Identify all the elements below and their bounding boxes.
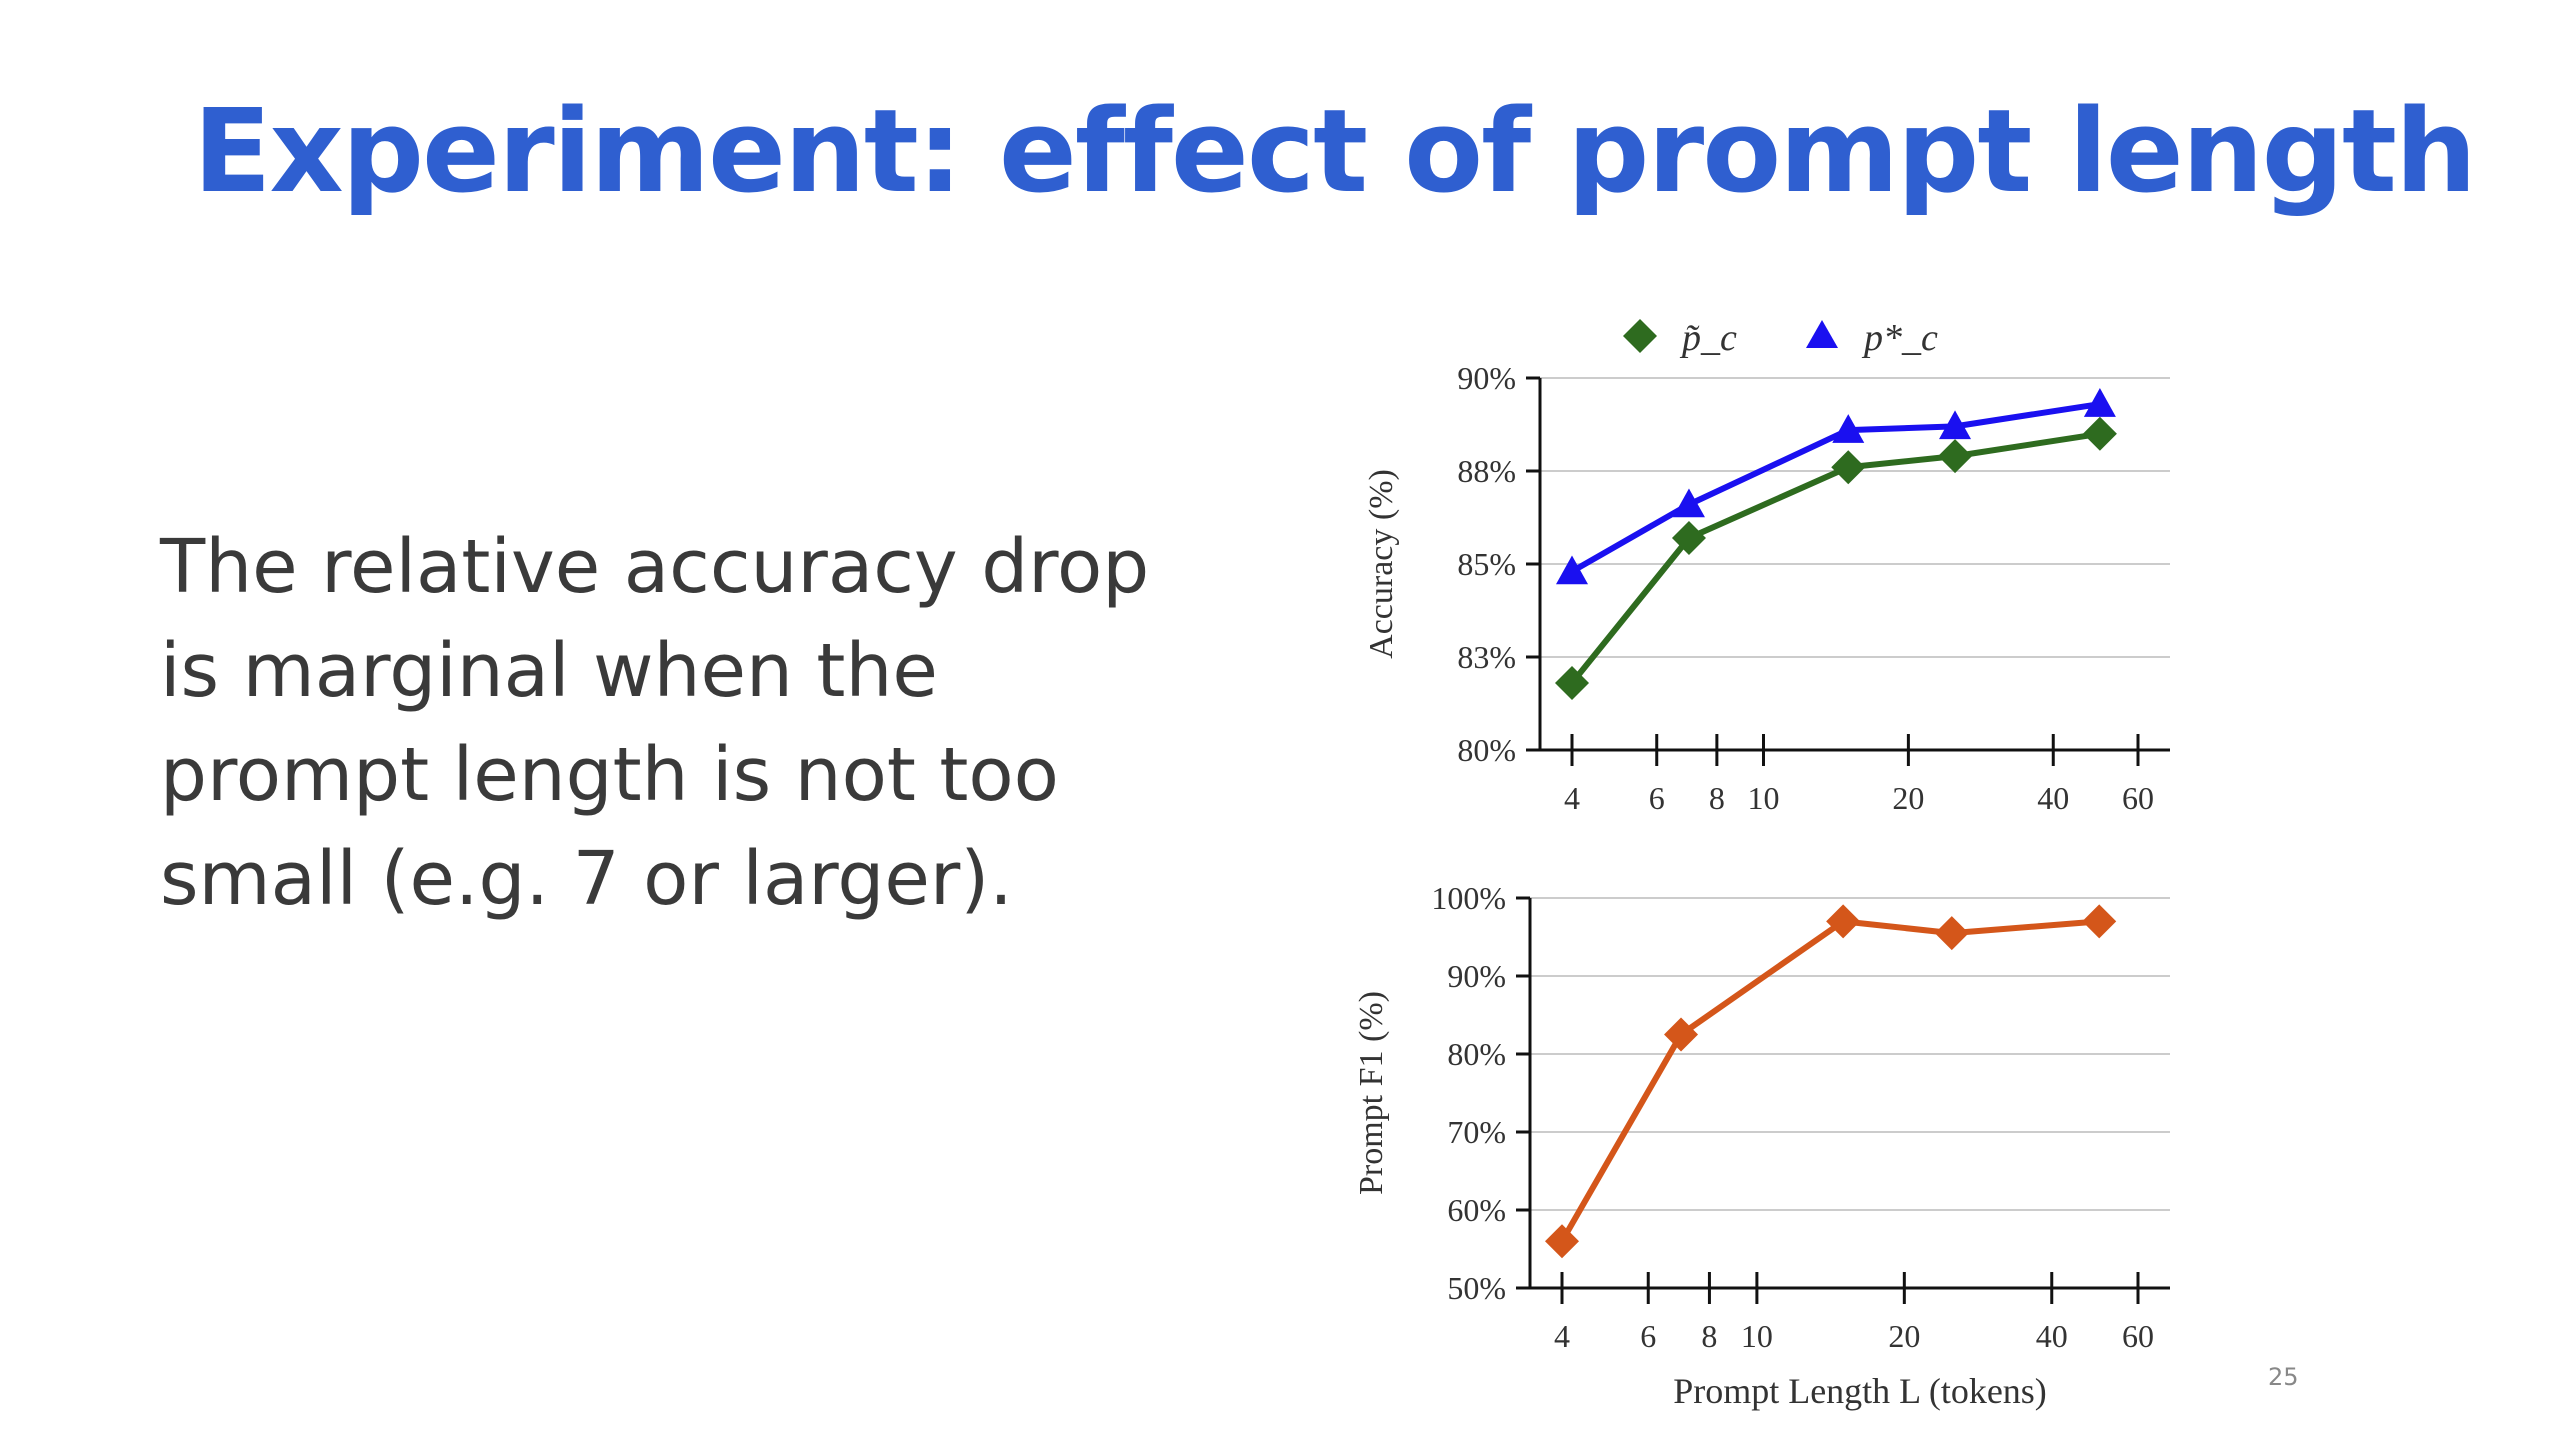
x-tick-label: 4 xyxy=(1564,780,1580,816)
legend-marker-diamond xyxy=(1623,319,1657,353)
data-point-diamond xyxy=(1831,450,1866,485)
legend-label: p̃_c xyxy=(1679,317,1737,359)
slide-body-text: The relative accuracy drop is marginal w… xyxy=(160,524,1150,922)
y-tick-label: 88% xyxy=(1457,453,1516,489)
data-point-triangle xyxy=(1832,414,1865,443)
x-tick-label: 60 xyxy=(2122,780,2154,816)
x-tick-label: 20 xyxy=(1888,1318,1920,1354)
legend-marker-triangle xyxy=(1806,320,1838,348)
page-number: 25 xyxy=(2268,1363,2299,1391)
x-tick-label: 6 xyxy=(1640,1318,1656,1354)
y-axis-label: Accuracy (%) xyxy=(1363,469,1400,659)
x-tick-label: 10 xyxy=(1741,1318,1773,1354)
x-tick-label: 8 xyxy=(1701,1318,1717,1354)
x-tick-label: 60 xyxy=(2122,1318,2154,1354)
data-point-triangle xyxy=(1672,488,1705,518)
y-tick-label: 85% xyxy=(1457,546,1516,582)
slide-title: Experiment: effect of prompt length xyxy=(193,85,2477,219)
legend-label: p*_c xyxy=(1861,317,1938,359)
series-line xyxy=(1559,918,2100,1243)
y-tick-label: 80% xyxy=(1447,1036,1506,1072)
data-point-diamond xyxy=(1671,520,1706,555)
data-point-diamond xyxy=(2082,416,2117,451)
x-tick-label: 40 xyxy=(2037,780,2069,816)
y-tick-label: 90% xyxy=(1457,360,1516,396)
x-axis-label: Prompt Length L (tokens) xyxy=(1673,1371,2047,1411)
data-point-diamond xyxy=(1545,1224,1579,1259)
y-tick-label: 70% xyxy=(1447,1114,1506,1150)
x-tick-label: 6 xyxy=(1649,780,1665,816)
data-point-triangle xyxy=(1939,410,1972,440)
data-point-triangle xyxy=(1556,555,1588,585)
y-axis-label: Prompt F1 (%) xyxy=(1353,991,1390,1195)
y-tick-label: 90% xyxy=(1447,958,1506,994)
y-tick-label: 50% xyxy=(1447,1270,1506,1306)
x-tick-label: 20 xyxy=(1892,780,1924,816)
series-line xyxy=(1570,401,2101,575)
y-tick-label: 83% xyxy=(1457,639,1516,675)
x-tick-label: 10 xyxy=(1748,780,1780,816)
y-tick-label: 80% xyxy=(1457,732,1516,768)
x-tick-label: 40 xyxy=(2036,1318,2068,1354)
data-point-triangle xyxy=(2083,388,2116,417)
data-point-diamond xyxy=(2082,904,2117,939)
y-tick-label: 100% xyxy=(1431,880,1506,916)
data-point-diamond xyxy=(1934,916,1969,951)
x-tick-label: 4 xyxy=(1554,1318,1570,1354)
data-point-diamond xyxy=(1664,1017,1699,1052)
data-point-diamond xyxy=(1938,439,1973,474)
x-tick-label: 8 xyxy=(1709,780,1725,816)
data-point-diamond xyxy=(1826,904,1861,939)
data-point-diamond xyxy=(1555,666,1589,701)
y-tick-label: 60% xyxy=(1447,1192,1506,1228)
